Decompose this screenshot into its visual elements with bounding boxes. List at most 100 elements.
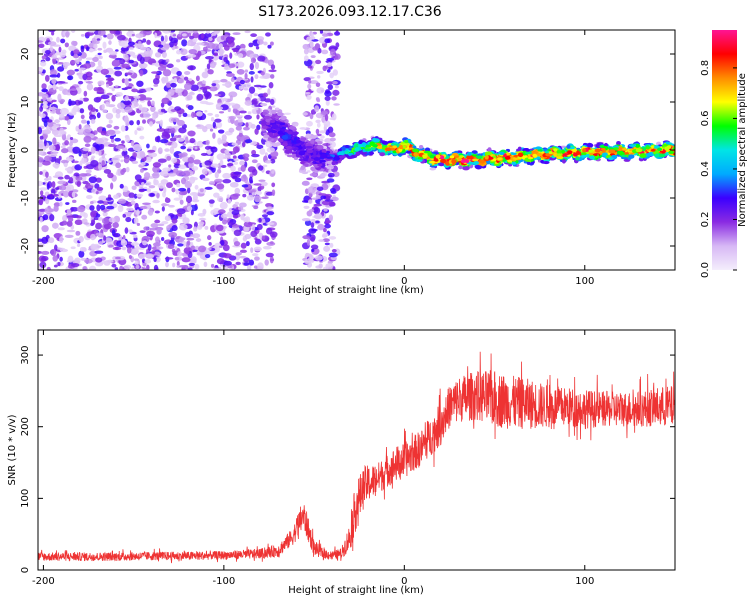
spectrogram-cell: [204, 109, 208, 113]
spectrogram-cell: [229, 95, 233, 102]
spectrogram-cell: [135, 43, 145, 49]
spectrogram-cell: [70, 246, 76, 250]
spectrogram-cell: [182, 112, 188, 118]
spectrogram-cell: [53, 193, 59, 197]
spectrogram-cell: [131, 160, 139, 164]
spectrogram-cell: [59, 235, 64, 244]
spectrogram-cell: [97, 60, 102, 67]
spectrogram-cell: [271, 189, 276, 197]
spectrogram-cell: [163, 43, 171, 49]
spectrogram-cell: [162, 167, 171, 172]
spectrogram-cell: [210, 163, 220, 168]
spectrogram-cell: [64, 167, 72, 172]
spectrogram-cell: [145, 87, 152, 92]
spectrogram-cell: [620, 156, 629, 160]
spectrogram-cell: [219, 159, 224, 166]
spectrogram-cell: [167, 172, 177, 177]
spectrogram-cell: [95, 232, 104, 237]
spectrogram-cell: [206, 63, 211, 70]
spectrogram-cell: [191, 111, 196, 118]
spectrogram-cell: [61, 133, 67, 141]
spectrogram-cell: [114, 30, 121, 35]
spectrogram-cell: [80, 114, 85, 120]
spectrogram-cell: [217, 209, 226, 214]
spectrogram-cell: [139, 56, 145, 64]
spectrogram-cell: [73, 160, 79, 164]
spectrogram-cell: [232, 175, 238, 179]
spectrogram-cell: [66, 229, 76, 233]
spectrogram-cell: [271, 105, 276, 108]
spectrogram-cell: [55, 187, 60, 190]
spectrogram-cell: [89, 205, 95, 211]
spectrogram-cell: [162, 69, 172, 77]
spectrogram-cell: [58, 155, 62, 161]
spectrogram-cell: [335, 42, 340, 48]
spectrogram-cell: [79, 247, 85, 252]
spectrogram-cell: [179, 264, 186, 268]
spectrogram-cell: [310, 222, 315, 228]
spectrogram-cell: [91, 245, 98, 250]
spectrogram-cell: [198, 221, 205, 226]
spectrogram-cell: [265, 252, 274, 258]
spectrogram-cell: [322, 33, 329, 37]
spectrogram-cell: [112, 232, 121, 238]
spectrogram-cell: [139, 230, 146, 233]
spectrogram-cell: [227, 221, 234, 226]
spectrogram-cell: [51, 181, 56, 188]
spectrogram-cell: [151, 100, 155, 106]
spectrogram-cell: [174, 106, 182, 111]
spectrogram-cell: [96, 87, 105, 94]
spectrogram-cell: [335, 30, 339, 35]
spectrogram-cell: [74, 68, 79, 72]
spectrogram-cell: [319, 30, 324, 34]
spectrogram-cell: [47, 41, 57, 46]
spectrogram-cell: [95, 257, 103, 263]
spectrogram-cell: [329, 201, 336, 207]
spectrogram-cell: [156, 192, 160, 198]
spectrogram-cell: [43, 139, 47, 147]
spectrogram-cell: [320, 135, 325, 139]
spectrogram-cell: [192, 194, 198, 201]
spectrogram-cell: [93, 96, 102, 103]
spectrogram-cell: [187, 53, 197, 58]
spectrogram-cell: [200, 152, 208, 156]
spectrogram-cell: [117, 204, 124, 213]
spectrogram-cell: [306, 94, 312, 100]
spectrogram-cell: [128, 229, 133, 233]
spectrogram-cell: [238, 206, 244, 211]
spectrogram-cell: [429, 167, 436, 171]
spectrogram-cell: [136, 179, 143, 183]
spectrogram-cell: [66, 208, 72, 216]
spectrogram-cell: [96, 186, 104, 191]
spectrogram-cell: [147, 149, 156, 153]
spectrogram-cell: [212, 132, 216, 139]
spectrogram-cell: [78, 67, 86, 71]
spectrogram-cell: [124, 78, 129, 86]
spectrogram-cell: [93, 130, 98, 135]
spectrogram-cell: [207, 112, 213, 116]
spectrogram-cell: [38, 40, 43, 43]
spectrogram-cell: [320, 195, 327, 200]
spectrogram-cell: [284, 149, 292, 154]
spectrogram-cell: [315, 119, 321, 124]
spectrogram-cell: [102, 109, 108, 114]
spectrogram-cell: [169, 146, 175, 154]
spectrogram-cell: [85, 169, 92, 174]
spectrogram-cell: [251, 149, 257, 156]
spectrogram-cell: [257, 55, 266, 62]
spectrogram-cell: [204, 160, 212, 166]
spectrogram-cell: [107, 172, 114, 179]
spectrogram-cell: [105, 74, 112, 78]
spectrogram-cell: [270, 158, 276, 164]
spectrogram-cell: [190, 84, 199, 92]
spectrogram-cell: [49, 74, 59, 78]
spectrogram-cell: [131, 185, 137, 190]
spectrogram-cell: [136, 80, 144, 87]
spectrogram-cell: [103, 223, 112, 230]
spectrogram-cell: [239, 110, 247, 114]
spectrogram-cell: [135, 264, 140, 270]
spectrogram-cell: [250, 123, 256, 129]
spectrogram-cell: [462, 166, 470, 171]
spectrogram-cell: [135, 33, 144, 39]
spectrogram-cell: [156, 246, 164, 250]
